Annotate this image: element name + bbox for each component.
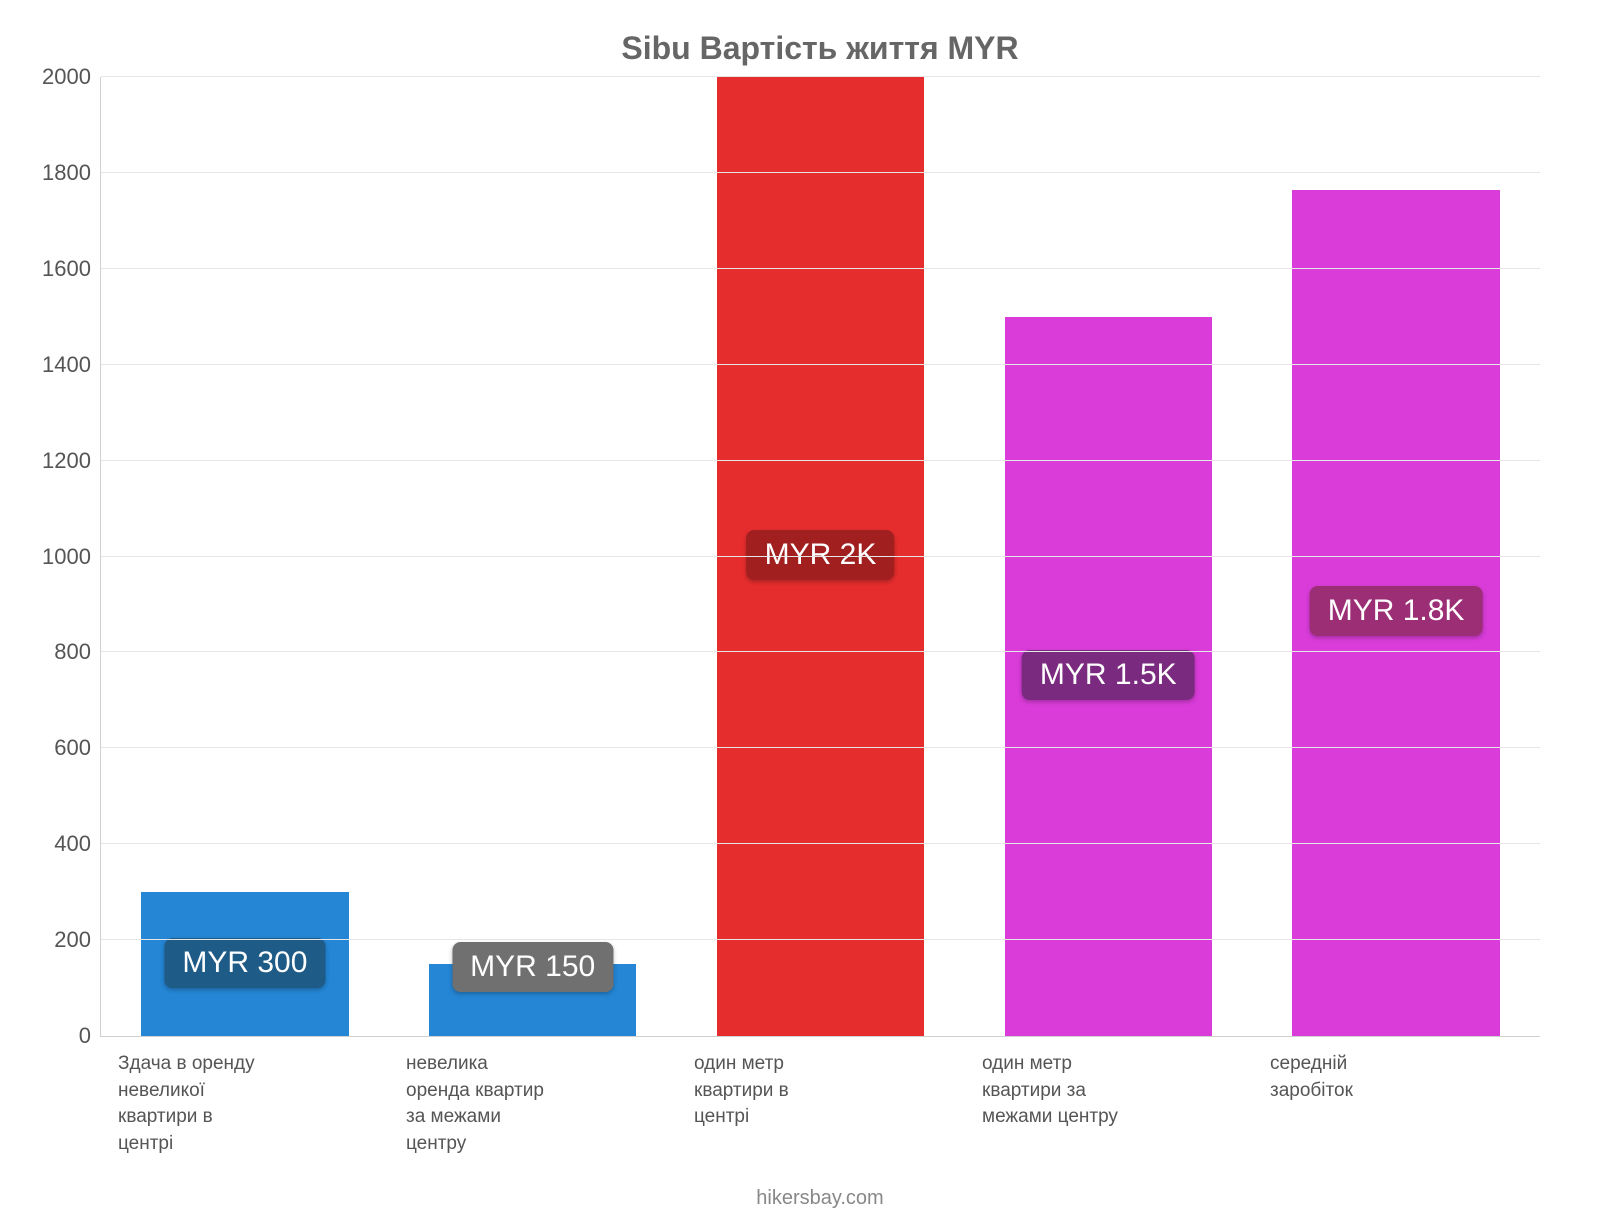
x-axis-label: невеликаоренда квартирза межамицентру <box>388 1051 676 1157</box>
bars-row: MYR 300 MYR 150 MYR 2K MYR 1.5K MYR 1.8K <box>101 77 1540 1036</box>
y-tick-label: 1400 <box>31 352 91 378</box>
grid-line <box>101 460 1540 461</box>
value-badge: MYR 150 <box>452 942 613 992</box>
value-badge: MYR 1.8K <box>1310 586 1483 636</box>
grid-line <box>101 76 1540 77</box>
y-tick-label: 1200 <box>31 448 91 474</box>
grid-line <box>101 843 1540 844</box>
grid-line <box>101 651 1540 652</box>
y-tick-label: 1600 <box>31 256 91 282</box>
bar-slot: MYR 2K <box>677 77 965 1036</box>
y-tick-label: 1000 <box>31 544 91 570</box>
bar-slot: MYR 150 <box>389 77 677 1036</box>
y-tick-label: 400 <box>31 831 91 857</box>
x-axis-label: Здача в орендуневеликоїквартири вцентрі <box>100 1051 388 1157</box>
x-axis-label: один метрквартири вцентрі <box>676 1051 964 1157</box>
x-axis-label: середнійзаробіток <box>1252 1051 1540 1157</box>
y-tick-label: 200 <box>31 927 91 953</box>
x-axis-labels: Здача в орендуневеликоїквартири вцентрін… <box>100 1051 1540 1157</box>
value-badge: MYR 300 <box>164 938 325 988</box>
chart-footer: hikersbay.com <box>100 1187 1540 1210</box>
grid-line <box>101 268 1540 269</box>
grid-line <box>101 364 1540 365</box>
y-tick-label: 1800 <box>31 160 91 186</box>
plot-area: MYR 300MYR 150MYR 2KMYR 1.5KMYR 1.8K 020… <box>100 77 1540 1037</box>
chart-title: Sibu Вартість життя MYR <box>100 30 1540 67</box>
grid-line <box>101 172 1540 173</box>
y-tick-label: 2000 <box>31 64 91 90</box>
chart-container: Sibu Вартість життя MYR MYR 300MYR 150MY… <box>0 0 1600 1200</box>
bar-slot: MYR 1.5K <box>964 77 1252 1036</box>
x-axis-label: один метрквартири замежами центру <box>964 1051 1252 1157</box>
grid-line <box>101 747 1540 748</box>
bar-slot: MYR 1.8K <box>1252 77 1540 1036</box>
grid-line <box>101 939 1540 940</box>
y-tick-label: 600 <box>31 735 91 761</box>
value-badge: MYR 1.5K <box>1022 650 1195 700</box>
y-tick-label: 800 <box>31 639 91 665</box>
grid-line <box>101 556 1540 557</box>
y-tick-label: 0 <box>31 1023 91 1049</box>
bar-slot: MYR 300 <box>101 77 389 1036</box>
